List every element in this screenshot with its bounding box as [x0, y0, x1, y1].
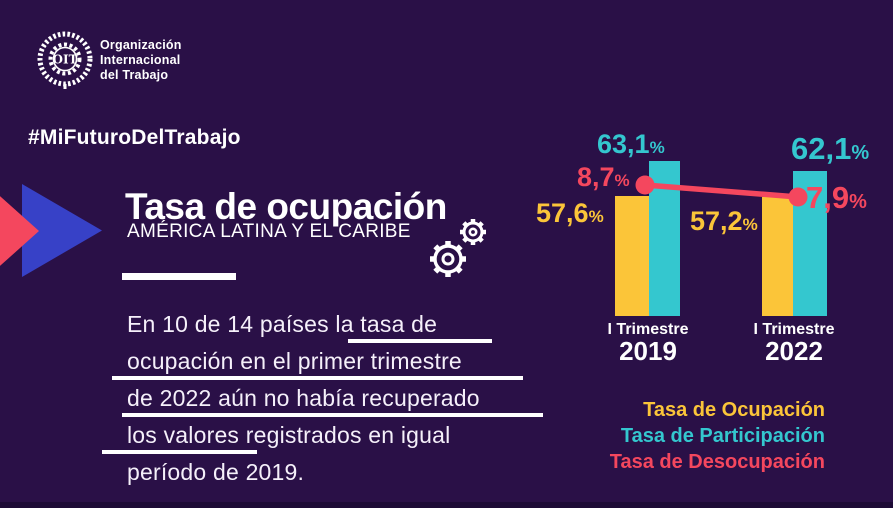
- gears-icon: [430, 219, 486, 277]
- value-desocupacion-2019: 8,7%: [577, 162, 630, 192]
- logo-line2: Internacional: [100, 53, 181, 67]
- underline-stroke: [102, 450, 257, 454]
- emblem-oit-text: OIT: [53, 53, 78, 67]
- ilo-emblem-icon: OIT: [37, 31, 93, 89]
- bar-participacion-2019: [649, 161, 680, 316]
- underline-stroke: [348, 339, 492, 343]
- underline-stroke: [122, 413, 543, 417]
- value-participacion-2019: 63,1%: [597, 129, 665, 159]
- chart-legend: Tasa de Ocupación Tasa de Participación …: [433, 397, 825, 475]
- body-paragraph: En 10 de 14 países la tasa de ocupación …: [127, 306, 577, 491]
- bottom-edge-band: [0, 502, 893, 508]
- paragraph-line: los valores registrados en igual: [127, 422, 451, 448]
- underline-stroke: [112, 376, 523, 380]
- bar-ocupacion-2019: [615, 196, 649, 316]
- red-play-triangle-icon: [0, 171, 39, 291]
- legend-desocupacion: Tasa de Desocupación: [609, 451, 825, 473]
- paragraph-line: período de 2019.: [127, 459, 305, 485]
- paragraph-line: En 10 de 14 países la tasa de: [127, 311, 438, 337]
- value-ocupacion-2022: 57,2%: [690, 206, 758, 236]
- axis-label-2022: I Trimestre 2022: [753, 321, 835, 366]
- axis-label-2019: I Trimestre 2019: [607, 321, 689, 366]
- legend-participacion: Tasa de Participación: [620, 425, 825, 447]
- value-ocupacion-2019: 57,6%: [536, 198, 604, 228]
- logo-line3: del Trabajo: [100, 68, 169, 82]
- title-underline-bar: [122, 273, 236, 280]
- legend-ocupacion: Tasa de Ocupación: [643, 399, 825, 421]
- page-title: Tasa de ocupación: [125, 186, 447, 227]
- hashtag-label: #MiFuturoDelTrabajo: [28, 126, 241, 149]
- logo-wordmark: Organización Internacional del Trabajo: [100, 38, 182, 83]
- paragraph-line: de 2022 aún no había recuperado: [127, 385, 480, 411]
- value-participacion-2022: 62,1%: [791, 131, 870, 166]
- page-subtitle: AMÉRICA LATINA Y EL CARIBE: [127, 221, 411, 242]
- value-desocupacion-2022: 7,9%: [806, 180, 867, 215]
- paragraph-line: ocupación en el primer trimestre: [127, 348, 462, 374]
- logo-line1: Organización: [100, 38, 182, 52]
- bar-ocupacion-2022: [762, 197, 793, 316]
